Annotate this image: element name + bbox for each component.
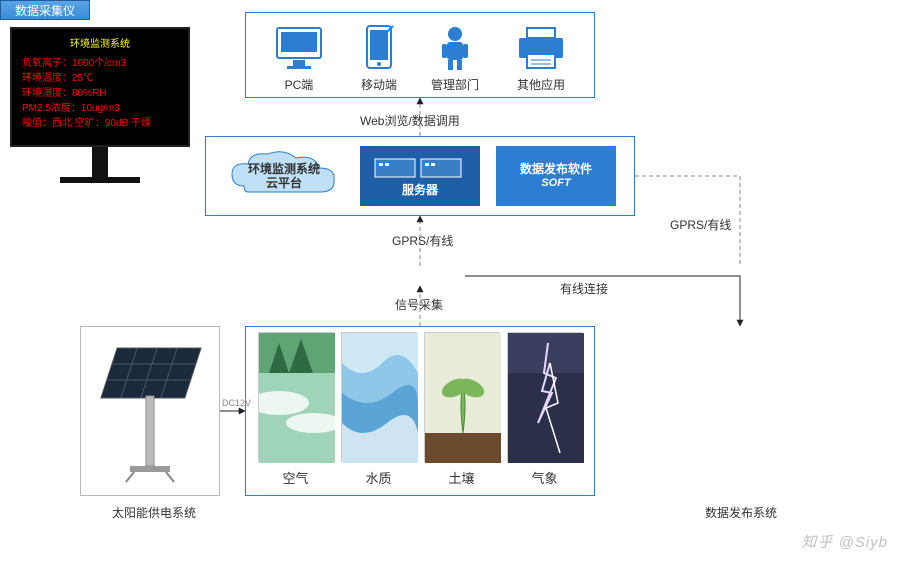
app-other-label: 其他应用	[517, 76, 565, 93]
server-block: 服务器	[360, 146, 480, 206]
soil-image	[424, 332, 500, 462]
sensor-soil-label: 土壤	[448, 468, 474, 487]
air-image	[258, 332, 334, 462]
app-pc-label: PC端	[285, 76, 314, 93]
sensor-air: 空气	[258, 332, 334, 487]
app-admin-label: 管理部门	[431, 76, 479, 93]
cloud-platform: 环境监测系统 云平台	[224, 146, 344, 206]
display-system: 环境监测系统 负氧离子：1000个/cm3 环境温度：25℃ 环境湿度：80%R…	[0, 20, 200, 190]
sensor-weather-label: 气象	[531, 468, 557, 487]
app-admin: 管理部门	[431, 24, 479, 93]
link-gprs-label-1: GPRS/有线	[392, 232, 453, 249]
led-screen: 环境监测系统 负氧离子：1000个/cm3 环境温度：25℃ 环境湿度：80%R…	[10, 27, 190, 147]
sensor-air-label: 空气	[282, 468, 308, 487]
app-mobile: 移动端	[361, 24, 397, 93]
client-apps-box: PC端 移动端 管理部门 其他应用	[245, 12, 595, 98]
sensor-soil: 土壤	[424, 332, 500, 487]
sensor-weather: 气象	[507, 332, 583, 487]
sensor-water-label: 水质	[365, 468, 391, 487]
sensors-box: 空气 水质 土壤	[245, 326, 595, 496]
link-web-label: Web浏览/数据调用	[360, 112, 460, 129]
pc-icon	[271, 24, 327, 72]
app-mobile-label: 移动端	[361, 76, 397, 93]
led-line-3: PM2.5浓度：10ug/m3	[22, 101, 178, 116]
link-signal-label: 信号采集	[395, 296, 443, 313]
sensor-water: 水质	[341, 332, 417, 487]
solar-panel-icon	[90, 336, 210, 486]
mobile-icon	[361, 24, 397, 72]
person-icon	[437, 24, 473, 72]
link-gprs-label-2: GPRS/有线	[670, 216, 731, 233]
led-line-1: 环境温度：25℃	[22, 71, 178, 86]
solar-wire-label: DC12V	[222, 398, 251, 408]
led-line-0: 负氧离子：1000个/cm3	[22, 56, 178, 71]
led-line-4: 噪值：西北 空旷：90dB 干燥	[22, 116, 178, 131]
server-icon	[365, 155, 475, 181]
platform-box: 环境监测系统 云平台 服务器 数据发布软件 SOFT	[205, 136, 635, 216]
link-wired-label: 有线连接	[560, 280, 608, 297]
led-line-2: 环境湿度：80%RH	[22, 86, 178, 101]
solar-caption: 太阳能供电系统	[112, 504, 196, 521]
cloud-label: 环境监测系统 云平台	[248, 162, 320, 191]
data-collector: 数据采集仪	[0, 0, 90, 20]
soft-sub: SOFT	[541, 177, 570, 190]
solar-box	[80, 326, 220, 496]
watermark: 知乎 @Siyb	[801, 531, 888, 552]
printer-icon	[513, 24, 569, 72]
soft-block: 数据发布软件 SOFT	[496, 146, 616, 206]
weather-image	[507, 332, 583, 462]
soft-label: 数据发布软件	[520, 162, 592, 176]
server-label: 服务器	[402, 181, 438, 198]
led-base	[60, 177, 140, 183]
led-title: 环境监测系统	[22, 37, 178, 52]
display-caption: 数据发布系统	[705, 504, 777, 521]
app-other: 其他应用	[513, 24, 569, 93]
water-image	[341, 332, 417, 462]
app-pc: PC端	[271, 24, 327, 93]
led-stand	[92, 147, 108, 177]
